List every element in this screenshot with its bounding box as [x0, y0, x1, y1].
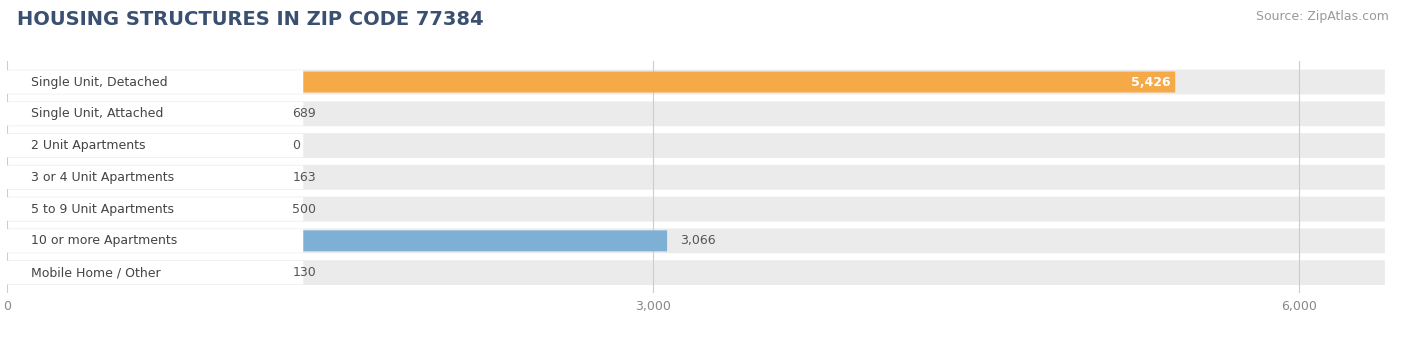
Text: 10 or more Apartments: 10 or more Apartments	[31, 234, 177, 247]
Text: 130: 130	[292, 266, 316, 279]
FancyBboxPatch shape	[7, 260, 1385, 285]
FancyBboxPatch shape	[7, 133, 1385, 158]
FancyBboxPatch shape	[280, 72, 1175, 92]
Text: 3 or 4 Unit Apartments: 3 or 4 Unit Apartments	[31, 171, 174, 184]
FancyBboxPatch shape	[7, 229, 304, 253]
FancyBboxPatch shape	[7, 134, 304, 157]
FancyBboxPatch shape	[7, 261, 304, 284]
FancyBboxPatch shape	[7, 102, 304, 125]
Text: 163: 163	[292, 171, 316, 184]
Text: Single Unit, Detached: Single Unit, Detached	[31, 75, 167, 89]
Text: Source: ZipAtlas.com: Source: ZipAtlas.com	[1256, 10, 1389, 23]
FancyBboxPatch shape	[7, 166, 304, 189]
Text: 500: 500	[292, 203, 316, 216]
Text: 5,426: 5,426	[1132, 75, 1171, 89]
Text: 689: 689	[292, 107, 316, 120]
FancyBboxPatch shape	[7, 70, 1385, 94]
Text: HOUSING STRUCTURES IN ZIP CODE 77384: HOUSING STRUCTURES IN ZIP CODE 77384	[17, 10, 484, 29]
FancyBboxPatch shape	[7, 165, 1385, 190]
Text: 0: 0	[292, 139, 301, 152]
FancyBboxPatch shape	[7, 197, 1385, 221]
FancyBboxPatch shape	[7, 70, 304, 94]
FancyBboxPatch shape	[280, 231, 666, 251]
Text: Mobile Home / Other: Mobile Home / Other	[31, 266, 160, 279]
FancyBboxPatch shape	[7, 197, 304, 221]
FancyBboxPatch shape	[7, 228, 1385, 253]
Text: 3,066: 3,066	[681, 234, 716, 247]
Text: 2 Unit Apartments: 2 Unit Apartments	[31, 139, 145, 152]
FancyBboxPatch shape	[7, 101, 1385, 126]
Text: Single Unit, Attached: Single Unit, Attached	[31, 107, 163, 120]
Text: 5 to 9 Unit Apartments: 5 to 9 Unit Apartments	[31, 203, 174, 216]
